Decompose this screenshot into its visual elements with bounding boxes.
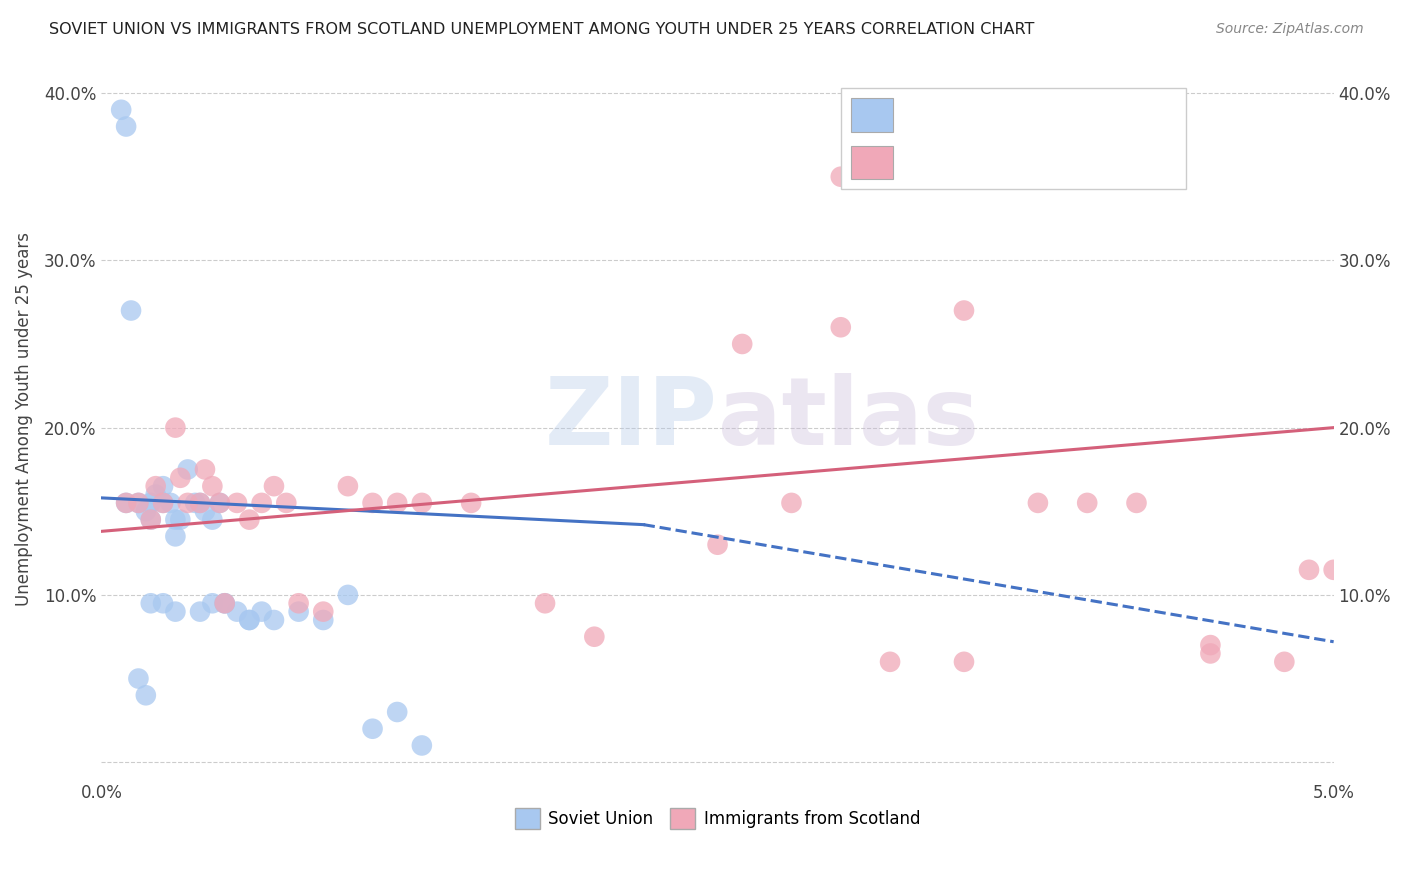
- Point: [238, 513, 260, 527]
- Point: [830, 320, 852, 334]
- Point: [214, 596, 236, 610]
- Point: [1199, 638, 1222, 652]
- Point: [194, 504, 217, 518]
- Legend: Soviet Union, Immigrants from Scotland: Soviet Union, Immigrants from Scotland: [509, 802, 927, 835]
- Point: [145, 479, 167, 493]
- Point: [1076, 103, 1098, 117]
- Point: [208, 496, 231, 510]
- Point: [953, 655, 976, 669]
- Point: [385, 705, 408, 719]
- Point: [411, 739, 433, 753]
- Point: [214, 596, 236, 610]
- Point: [165, 529, 187, 543]
- Point: [139, 513, 162, 527]
- Point: [139, 513, 162, 527]
- Point: [214, 596, 236, 610]
- Point: [263, 613, 285, 627]
- Point: [115, 496, 138, 510]
- Point: [120, 303, 142, 318]
- Point: [1076, 496, 1098, 510]
- Point: [1125, 496, 1147, 510]
- Point: [263, 479, 285, 493]
- Point: [145, 487, 167, 501]
- Text: atlas: atlas: [717, 373, 979, 466]
- Point: [1323, 563, 1346, 577]
- Point: [115, 496, 138, 510]
- Point: [706, 538, 728, 552]
- Point: [188, 496, 211, 510]
- Point: [361, 722, 384, 736]
- Point: [152, 496, 174, 510]
- Point: [287, 596, 309, 610]
- Point: [184, 496, 207, 510]
- Point: [159, 496, 181, 510]
- Point: [152, 479, 174, 493]
- Point: [208, 496, 231, 510]
- Point: [169, 513, 191, 527]
- Point: [139, 596, 162, 610]
- Point: [169, 471, 191, 485]
- Point: [1298, 563, 1320, 577]
- Point: [201, 479, 224, 493]
- Point: [385, 496, 408, 510]
- Point: [238, 613, 260, 627]
- Point: [139, 496, 162, 510]
- Point: [879, 655, 901, 669]
- Point: [583, 630, 606, 644]
- Point: [226, 605, 249, 619]
- Point: [226, 496, 249, 510]
- Point: [152, 496, 174, 510]
- Point: [135, 688, 157, 702]
- Point: [177, 496, 200, 510]
- Point: [127, 672, 149, 686]
- Point: [830, 169, 852, 184]
- Point: [336, 479, 359, 493]
- Point: [312, 613, 335, 627]
- Point: [287, 605, 309, 619]
- Point: [1026, 496, 1049, 510]
- Point: [177, 462, 200, 476]
- Point: [953, 303, 976, 318]
- Point: [250, 605, 273, 619]
- Point: [188, 605, 211, 619]
- Point: [361, 496, 384, 510]
- Point: [194, 462, 217, 476]
- Text: SOVIET UNION VS IMMIGRANTS FROM SCOTLAND UNEMPLOYMENT AMONG YOUTH UNDER 25 YEARS: SOVIET UNION VS IMMIGRANTS FROM SCOTLAND…: [49, 22, 1035, 37]
- Point: [188, 496, 211, 510]
- Point: [201, 513, 224, 527]
- Point: [127, 496, 149, 510]
- Point: [165, 513, 187, 527]
- Point: [1199, 647, 1222, 661]
- Text: Source: ZipAtlas.com: Source: ZipAtlas.com: [1216, 22, 1364, 37]
- Y-axis label: Unemployment Among Youth under 25 years: Unemployment Among Youth under 25 years: [15, 232, 32, 607]
- Point: [152, 596, 174, 610]
- Point: [731, 337, 754, 351]
- Point: [276, 496, 298, 510]
- Text: ZIP: ZIP: [544, 373, 717, 466]
- Point: [201, 596, 224, 610]
- Point: [312, 605, 335, 619]
- Point: [250, 496, 273, 510]
- Point: [110, 103, 132, 117]
- Point: [336, 588, 359, 602]
- Point: [1272, 655, 1295, 669]
- Point: [127, 496, 149, 510]
- Point: [165, 605, 187, 619]
- Point: [411, 496, 433, 510]
- Point: [238, 613, 260, 627]
- Point: [460, 496, 482, 510]
- Point: [534, 596, 557, 610]
- Point: [135, 504, 157, 518]
- Point: [115, 120, 138, 134]
- Point: [780, 496, 803, 510]
- Point: [165, 420, 187, 434]
